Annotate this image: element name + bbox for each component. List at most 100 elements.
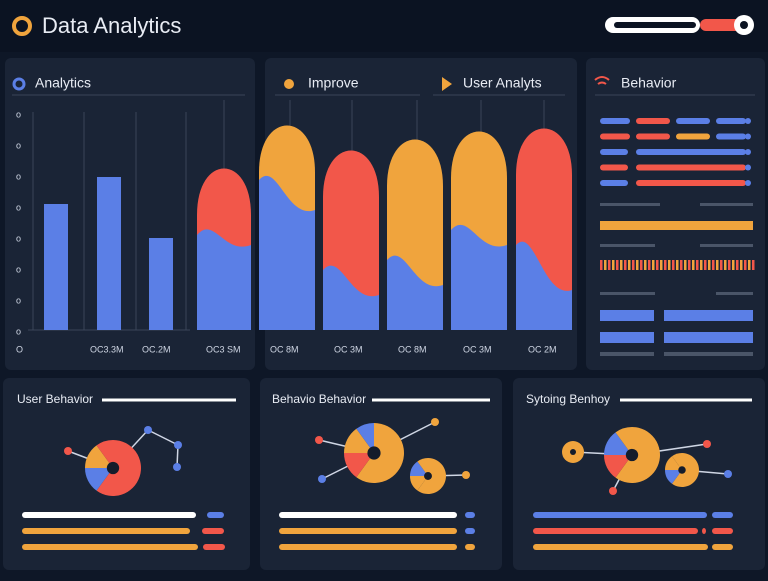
tick-bar bbox=[692, 260, 695, 270]
bar bbox=[207, 512, 224, 518]
tick-bar bbox=[700, 260, 703, 270]
bar bbox=[465, 512, 475, 518]
block bbox=[600, 310, 654, 321]
bar bbox=[22, 512, 196, 518]
pie-slice bbox=[604, 432, 632, 455]
tick-bar bbox=[676, 260, 679, 270]
panel-title: Behavior bbox=[621, 75, 677, 91]
bar bbox=[600, 221, 753, 230]
bar bbox=[279, 544, 457, 550]
toggle-track bbox=[614, 22, 696, 28]
tick-bar bbox=[668, 260, 671, 270]
node bbox=[144, 426, 152, 434]
bar bbox=[202, 528, 224, 534]
y-tick-label: o bbox=[16, 233, 21, 243]
x-tick-label: OC 3M bbox=[334, 344, 363, 354]
x-tick-label: OC 2M bbox=[528, 344, 557, 354]
row-bar bbox=[636, 164, 746, 171]
panel-title: Improve bbox=[308, 75, 359, 91]
pie-slice bbox=[85, 468, 113, 491]
icon bbox=[12, 77, 26, 91]
tick-bar bbox=[620, 260, 623, 270]
node bbox=[173, 463, 181, 471]
icon bbox=[284, 79, 294, 89]
pie-slice bbox=[417, 458, 428, 476]
y-tick-label: o bbox=[16, 326, 21, 336]
link bbox=[147, 429, 179, 446]
node bbox=[724, 470, 732, 478]
tick-bar bbox=[708, 260, 711, 270]
bar bbox=[712, 512, 733, 518]
bar bbox=[465, 544, 475, 550]
block bbox=[664, 310, 718, 321]
block bbox=[600, 332, 654, 343]
tick-bar bbox=[724, 260, 727, 270]
bar bbox=[533, 528, 698, 534]
tick-bar bbox=[652, 260, 655, 270]
bar bbox=[702, 528, 706, 534]
y-tick-label: o bbox=[16, 140, 21, 150]
tick-bar bbox=[600, 260, 603, 270]
x-tick-label: OC 3M bbox=[463, 344, 492, 354]
y-tick-label: o bbox=[16, 295, 21, 305]
node bbox=[462, 471, 470, 479]
row-dot bbox=[745, 164, 751, 171]
tick-bar bbox=[696, 260, 699, 270]
tick-bar bbox=[684, 260, 687, 270]
divider bbox=[700, 203, 753, 206]
x-tick-label: OC.2M bbox=[142, 344, 171, 354]
y-origin: O bbox=[16, 344, 23, 354]
pie-hole bbox=[625, 448, 639, 462]
bar bbox=[97, 177, 121, 330]
tick-bar bbox=[656, 260, 659, 270]
divider bbox=[716, 292, 753, 295]
tick-bar bbox=[740, 260, 743, 270]
bar bbox=[279, 512, 457, 518]
pie-hole bbox=[678, 466, 686, 474]
bar bbox=[533, 512, 707, 518]
block bbox=[664, 352, 718, 356]
mountain-base bbox=[451, 224, 507, 330]
row-dot bbox=[745, 133, 751, 140]
pie-slice bbox=[356, 423, 374, 453]
tick-bar bbox=[704, 260, 707, 270]
block bbox=[664, 332, 718, 343]
panel-title: User Analyts bbox=[463, 75, 542, 91]
tick-bar bbox=[648, 260, 651, 270]
mountain-base bbox=[323, 265, 379, 330]
tick-bar bbox=[608, 260, 611, 270]
pie-hole bbox=[570, 449, 576, 455]
node bbox=[703, 440, 711, 448]
pie-slice bbox=[96, 440, 113, 468]
block bbox=[716, 310, 753, 321]
icon bbox=[442, 77, 452, 91]
x-tick-label: OC 8M bbox=[270, 344, 299, 354]
pie-slice bbox=[615, 427, 632, 455]
divider bbox=[600, 244, 655, 247]
tick-bar bbox=[628, 260, 631, 270]
row-bar bbox=[600, 133, 630, 140]
bar bbox=[279, 528, 457, 534]
row-bar bbox=[676, 118, 710, 124]
bar bbox=[712, 544, 733, 550]
bar bbox=[712, 528, 733, 534]
panel-title: Analytics bbox=[35, 75, 91, 91]
row-bar bbox=[600, 164, 628, 171]
row-bar bbox=[600, 180, 628, 186]
row-bar bbox=[636, 149, 746, 155]
x-tick-label: OC 8M bbox=[398, 344, 427, 354]
pie-slice bbox=[604, 455, 632, 478]
tick-bar bbox=[688, 260, 691, 270]
bar bbox=[203, 544, 225, 550]
tick-bar bbox=[712, 260, 715, 270]
tick-bar bbox=[752, 260, 755, 270]
node bbox=[431, 418, 439, 426]
tick-bar bbox=[716, 260, 719, 270]
tick-bar bbox=[728, 260, 731, 270]
row-bar bbox=[636, 118, 670, 124]
panel-title: User Behavior bbox=[17, 392, 93, 406]
bar bbox=[44, 204, 68, 330]
toggle-red bbox=[700, 19, 744, 31]
tick-bar bbox=[680, 260, 683, 270]
